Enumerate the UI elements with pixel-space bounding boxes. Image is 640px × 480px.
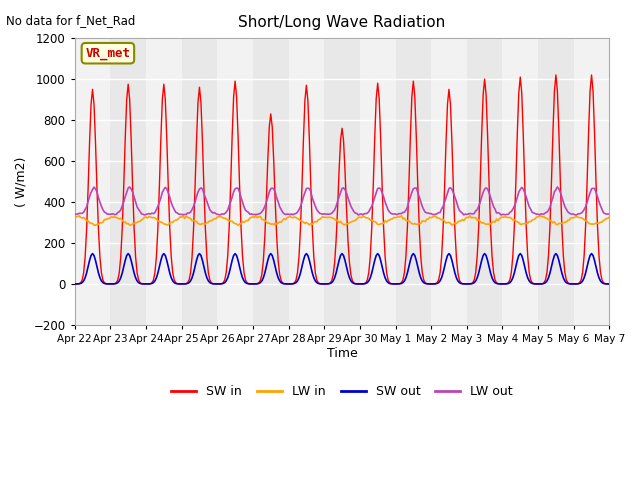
Text: VR_met: VR_met xyxy=(85,47,131,60)
X-axis label: Time: Time xyxy=(326,347,357,360)
Bar xyxy=(218,38,253,325)
Y-axis label: ( W/m2): ( W/m2) xyxy=(15,156,28,207)
Bar xyxy=(502,38,538,325)
Bar xyxy=(75,38,110,325)
Bar xyxy=(146,38,182,325)
Bar xyxy=(431,38,467,325)
Text: No data for f_Net_Rad: No data for f_Net_Rad xyxy=(6,14,136,27)
Title: Short/Long Wave Radiation: Short/Long Wave Radiation xyxy=(239,15,445,30)
Bar xyxy=(573,38,609,325)
Bar xyxy=(289,38,324,325)
Legend: SW in, LW in, SW out, LW out: SW in, LW in, SW out, LW out xyxy=(166,380,518,403)
Bar xyxy=(360,38,396,325)
